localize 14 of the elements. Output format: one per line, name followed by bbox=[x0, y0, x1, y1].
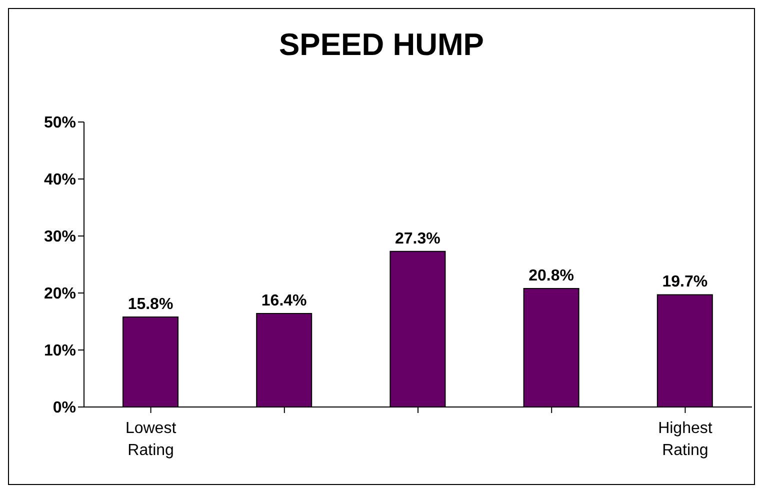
data-label: 16.4% bbox=[261, 292, 307, 310]
y-tick-label: 20% bbox=[44, 286, 76, 303]
y-tick-label: 50% bbox=[44, 114, 76, 132]
data-label: 15.8% bbox=[128, 296, 174, 313]
y-tick-label: 0% bbox=[52, 400, 76, 417]
y-tick-label: 40% bbox=[44, 172, 76, 189]
x-tick-label: Lowest Rating bbox=[125, 420, 177, 459]
data-label: 27.3% bbox=[395, 230, 440, 248]
data-label: 20.8% bbox=[528, 267, 574, 284]
y-tick-label: 30% bbox=[44, 228, 76, 246]
x-tick-label: Highest Rating bbox=[658, 420, 713, 459]
data-label: 19.7% bbox=[662, 274, 708, 291]
y-tick-label: 10% bbox=[44, 342, 76, 360]
chart-title: SPEED HUMP bbox=[278, 27, 485, 63]
